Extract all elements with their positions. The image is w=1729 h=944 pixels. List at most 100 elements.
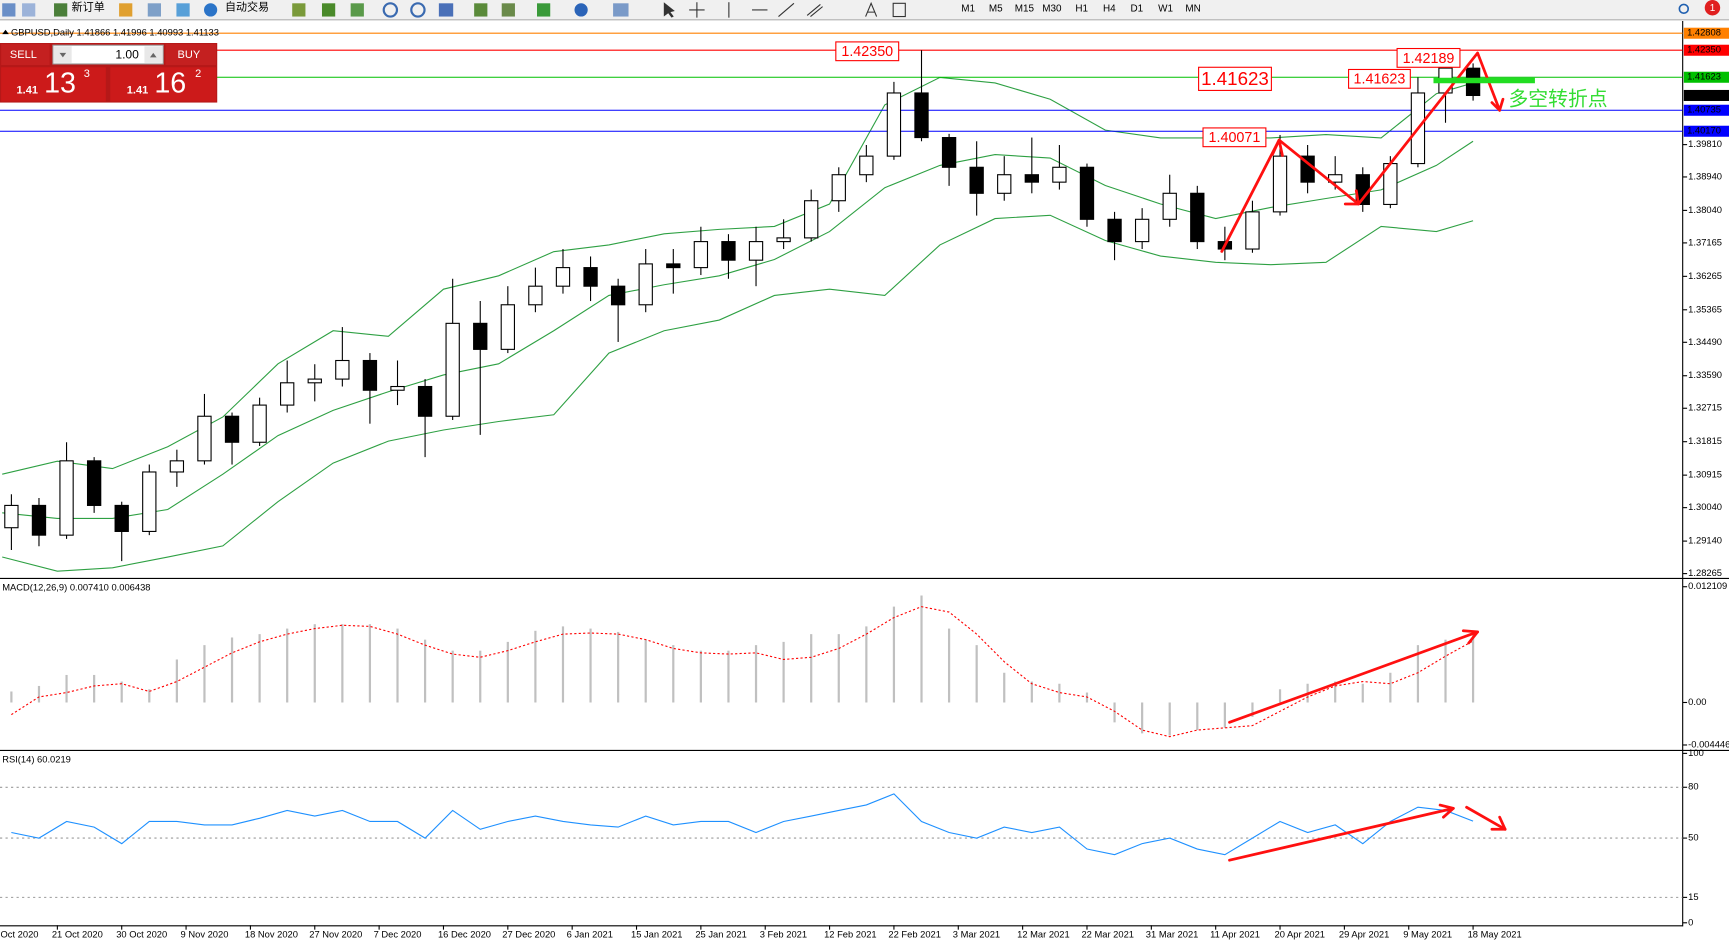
sell-label[interactable]: SELL: [10, 49, 37, 61]
buy-button[interactable]: [165, 44, 217, 66]
macd-bar: [203, 645, 206, 703]
macd-signal: [11, 606, 1474, 738]
sell-price-box[interactable]: [1, 67, 106, 102]
candle-body: [997, 174, 1012, 194]
icon[interactable]: [382, 2, 399, 18]
buy-label[interactable]: BUY: [178, 49, 201, 61]
timeframe-button[interactable]: M15: [1015, 3, 1035, 14]
x-tick-label: 27 Nov 2020: [309, 930, 362, 940]
x-tick-label: 7 Dec 2020: [374, 930, 422, 940]
icon[interactable]: [119, 3, 133, 17]
macd-bar: [1030, 681, 1033, 703]
candle-body: [859, 155, 874, 176]
icon[interactable]: [892, 2, 906, 18]
lots-value[interactable]: 1.00: [115, 47, 139, 61]
y-tick-label: 0.012109: [1688, 581, 1727, 591]
timeframe-button[interactable]: W1: [1158, 3, 1173, 14]
title-icon: [2, 29, 9, 35]
arrow-head: [1438, 803, 1455, 819]
candle-body: [280, 382, 295, 406]
buy-price-box[interactable]: [110, 67, 217, 102]
timeframe-button[interactable]: M30: [1042, 3, 1062, 14]
macd-bar: [451, 650, 454, 703]
icon[interactable]: [574, 3, 588, 17]
icon[interactable]: [778, 2, 795, 17]
candle-body: [169, 460, 185, 473]
x-tick-label: 6 Jan 2021: [567, 930, 613, 940]
icon[interactable]: [613, 3, 629, 17]
y-tick-label: 1.39810: [1688, 139, 1722, 149]
x-tick-label: 18 Nov 2020: [245, 930, 298, 940]
icon[interactable]: [292, 3, 306, 17]
candle-body: [390, 385, 405, 391]
macd-bar: [644, 639, 647, 703]
badge[interactable]: [1704, 0, 1721, 16]
y-tick-label: 1.31815: [1688, 436, 1722, 446]
macd-bar: [1471, 631, 1475, 703]
icon[interactable]: [22, 3, 36, 17]
timeframe-button[interactable]: M5: [989, 3, 1003, 14]
macd-bar: [672, 645, 675, 703]
timeframe-button[interactable]: MN: [1185, 3, 1200, 14]
y-tick-label: 100: [1688, 748, 1704, 758]
icon[interactable]: [806, 3, 823, 17]
icon[interactable]: [350, 3, 364, 17]
y-tick-label: 80: [1688, 782, 1698, 792]
y-tick-label: 50: [1688, 833, 1698, 843]
auto-trading[interactable]: 自动交易: [225, 0, 269, 14]
x-tick-label: 25 Jan 2021: [695, 930, 747, 940]
x-tick-label: 20 Apr 2021: [1275, 930, 1325, 940]
candle-body: [59, 460, 74, 536]
icon[interactable]: [663, 2, 675, 18]
level-label-bg: [1683, 71, 1729, 83]
macd-bar: [920, 595, 923, 703]
timeframe-button[interactable]: M1: [961, 3, 975, 14]
icon[interactable]: [2, 3, 16, 17]
candle-body: [831, 174, 846, 202]
search-icon[interactable]: [1678, 3, 1690, 15]
lots-input[interactable]: [52, 44, 164, 65]
candle-body: [638, 263, 653, 306]
candle-body: [721, 241, 736, 261]
macd-bar: [1389, 672, 1392, 703]
icon[interactable]: [203, 3, 218, 17]
icon[interactable]: [176, 3, 190, 17]
new-order[interactable]: 新订单: [72, 0, 105, 14]
macd-bar: [1141, 702, 1144, 734]
candle-body: [500, 304, 515, 350]
macd-bar: [534, 630, 537, 703]
band-middle: [2, 140, 1474, 519]
y-tick-label: 1.35365: [1688, 304, 1722, 314]
icon[interactable]: [321, 3, 336, 17]
timeframe-button[interactable]: H1: [1075, 3, 1088, 14]
icon[interactable]: [54, 3, 68, 17]
timeframe-button[interactable]: H4: [1103, 3, 1116, 14]
icon[interactable]: [865, 1, 878, 17]
icon[interactable]: [689, 2, 705, 18]
candle-body: [748, 241, 764, 261]
candle-body: [528, 285, 543, 306]
timeframe-button[interactable]: D1: [1131, 3, 1144, 14]
candle-body: [1190, 192, 1205, 243]
y-tick-label: 1.28265: [1688, 568, 1722, 578]
macd-bar: [313, 624, 316, 703]
icon[interactable]: [410, 2, 426, 18]
icon[interactable]: [438, 3, 454, 17]
annotation: 1.42189: [1403, 51, 1455, 67]
icon[interactable]: [474, 3, 488, 17]
icon[interactable]: [501, 3, 515, 17]
y-tick-label: 15: [1688, 892, 1698, 902]
icon[interactable]: [537, 3, 551, 17]
candle-body: [1134, 218, 1150, 243]
icon[interactable]: [147, 3, 161, 17]
candle-body: [335, 359, 350, 380]
drawings: [1220, 51, 1535, 862]
candle-body: [941, 137, 957, 168]
x-tick-label: 16 Dec 2020: [438, 930, 491, 940]
level-label-bg: [1683, 44, 1729, 56]
x-tick-label: 21 Oct 2020: [52, 930, 103, 940]
sell-button[interactable]: [1, 44, 50, 66]
candle-body: [252, 404, 267, 443]
candle-body: [445, 322, 460, 417]
